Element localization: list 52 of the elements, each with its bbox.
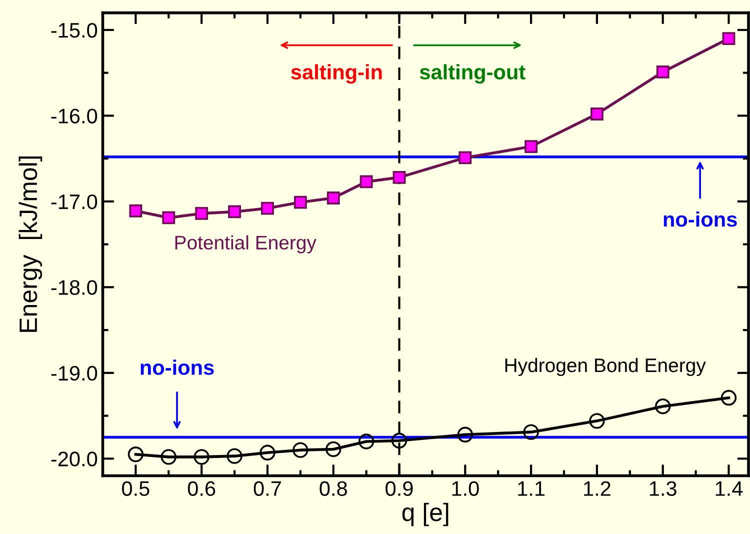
y-axis-title: Energy [kJ/mol]: [18, 156, 42, 332]
point: [195, 206, 208, 220]
annotation: salting-out: [420, 64, 526, 84]
point: [260, 444, 276, 460]
x-tick-label: 1.4: [716, 481, 743, 496]
point: [261, 202, 274, 215]
x-tick-label: 1.3: [650, 481, 676, 496]
point: [722, 32, 736, 45]
point: [129, 204, 142, 218]
y-tick-label: -20.0: [51, 452, 98, 466]
point: [162, 211, 176, 224]
x-tick-label: 0.6: [188, 481, 216, 496]
y-tick-label: -16.0: [51, 108, 98, 124]
point: [160, 449, 176, 465]
y-tick-label: -19.0: [51, 366, 98, 381]
x-tick-label: 0.9: [386, 481, 413, 496]
point: [458, 151, 472, 164]
point: [457, 426, 474, 442]
y-tick-label: -17.0: [51, 194, 98, 210]
x-tick-label: 1.0: [452, 481, 479, 496]
point: [654, 398, 671, 414]
point: [391, 432, 408, 448]
point: [720, 390, 737, 406]
x-tick-label: 1.1: [518, 481, 545, 496]
y-tick-label: -15.0: [51, 22, 98, 38]
point: [392, 170, 406, 184]
annotation: salting-in: [291, 64, 382, 84]
ref-line-label: no-ions: [140, 360, 214, 375]
point: [292, 442, 308, 458]
y-tick-label: -18.0: [51, 280, 98, 295]
point: [523, 424, 539, 440]
x-axis-title: q [e]: [402, 502, 448, 526]
point: [326, 441, 342, 458]
x-tick-label: 0.8: [320, 481, 347, 496]
legend-label: Hydrogen Bond Energy: [505, 358, 706, 376]
x-tick-label: 0.7: [254, 481, 281, 496]
point: [360, 175, 373, 188]
point: [294, 196, 307, 209]
point: [524, 140, 538, 154]
point: [656, 66, 670, 78]
point: [226, 448, 242, 464]
x-tick-label: 0.5: [122, 481, 150, 496]
series-label: Potential Energy: [175, 235, 316, 254]
point: [326, 192, 340, 204]
point: [194, 449, 210, 465]
point: [589, 413, 605, 429]
ref-line-label: no-ions: [664, 211, 737, 227]
point: [590, 108, 604, 120]
point: [358, 434, 374, 450]
point: [128, 446, 144, 462]
x-tick-label: 1.2: [584, 481, 610, 496]
point: [228, 205, 241, 218]
